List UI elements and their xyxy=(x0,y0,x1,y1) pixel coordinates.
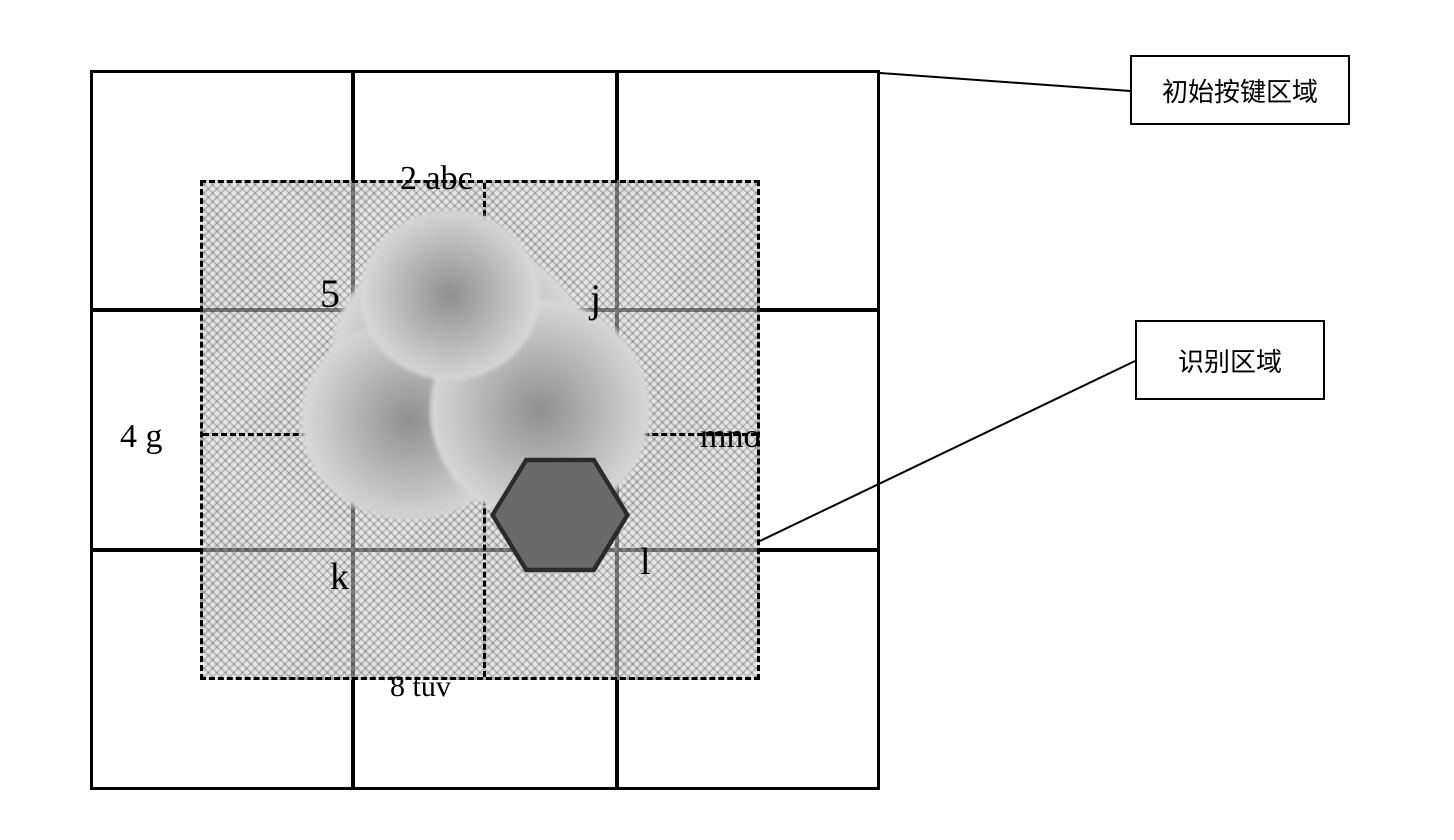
callout-initial-key-area-label: 初始按键区域 xyxy=(1162,72,1318,109)
key-label-mno: mno xyxy=(700,418,760,456)
callout-initial-key-area: 初始按键区域 xyxy=(1130,55,1350,125)
blob-part xyxy=(360,210,540,380)
callout-recognition-area: 识别区域 xyxy=(1135,320,1325,400)
touch-point-hexagon xyxy=(490,450,630,580)
callout-recognition-area-label: 识别区域 xyxy=(1178,342,1282,379)
recog-label-j: j xyxy=(590,275,601,322)
recog-label-5: 5 xyxy=(320,270,340,317)
key-label-8tuv: 8 tuv xyxy=(390,670,451,704)
callout-line-initial xyxy=(880,72,1130,92)
diagram-canvas: 2 abc 4 g mno 8 tuv 5 j k l 初始按键区域 识别区域 xyxy=(0,0,1454,840)
recog-label-l: l xyxy=(640,540,651,584)
key-label-4g: 4 g xyxy=(120,418,163,456)
key-label-2abc: 2 abc xyxy=(400,160,473,198)
recog-label-k: k xyxy=(330,555,349,599)
hexagon-fill xyxy=(495,455,625,575)
